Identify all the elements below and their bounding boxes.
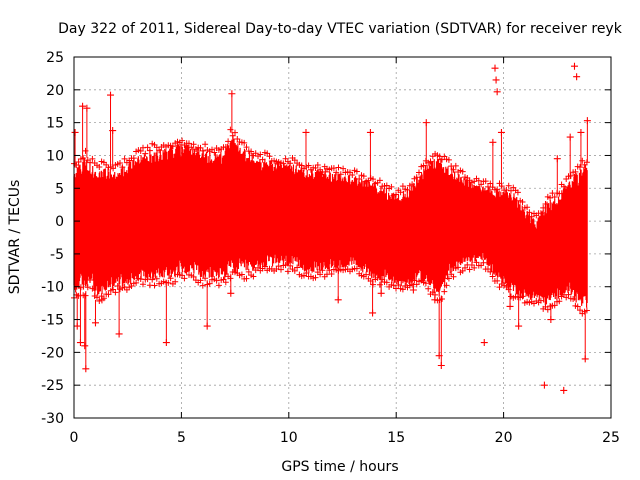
- tick-labels: 0 5 10 15 20 25 -30 -25 -20 -15 -10 -5 0 5 10 15 20 25: [41, 50, 620, 446]
- outlier-point: [497, 128, 505, 136]
- outlier-point: [431, 296, 439, 304]
- outlier-point: [227, 289, 235, 297]
- outlier-point: [409, 286, 417, 294]
- y-tick-label: -5: [50, 247, 64, 263]
- outlier-point: [82, 365, 90, 373]
- outlier-point: [583, 117, 591, 125]
- outlier-point: [377, 289, 385, 297]
- x-tick-label: 15: [387, 430, 405, 446]
- y-tick-label: 25: [46, 50, 64, 66]
- outlier-point: [321, 168, 329, 176]
- outlier-point: [577, 128, 585, 136]
- outlier-point: [91, 319, 99, 327]
- outlier-point: [334, 296, 342, 304]
- x-tick-label: 10: [280, 430, 298, 446]
- outlier-point: [83, 104, 91, 112]
- outlier-point: [369, 309, 377, 317]
- outlier-point: [109, 127, 117, 135]
- y-tick-label: 15: [46, 116, 64, 132]
- outlier-point: [493, 88, 501, 96]
- y-tick-label: -20: [41, 345, 64, 361]
- outlier-point: [506, 302, 514, 310]
- outlier-point: [566, 133, 574, 141]
- outlier-point: [162, 339, 170, 347]
- x-tick-label: 25: [602, 430, 620, 446]
- y-tick-label: 5: [55, 181, 64, 197]
- outlier-point: [492, 76, 500, 84]
- outlier-point: [71, 128, 79, 136]
- outlier-point: [540, 381, 548, 389]
- y-tick-label: 0: [55, 214, 64, 230]
- outlier-point: [570, 62, 578, 70]
- outlier-point: [480, 339, 488, 347]
- outlier-point: [203, 322, 211, 330]
- outlier-point: [115, 330, 123, 338]
- y-tick-label: -10: [41, 280, 64, 296]
- outlier-point: [76, 339, 84, 347]
- outlier-point: [491, 64, 499, 72]
- plot-frame: [73, 56, 612, 419]
- outlier-point: [366, 128, 374, 136]
- outlier-point: [81, 342, 89, 350]
- y-axis-title: SDTVAR / TECUs: [7, 180, 23, 295]
- outlier-point: [573, 73, 581, 81]
- outlier-point: [489, 138, 497, 146]
- outlier-point: [98, 296, 106, 304]
- x-tick-label: 5: [177, 430, 186, 446]
- outlier-point: [422, 119, 430, 127]
- chart-title: Day 322 of 2011, Sidereal Day-to-day VTE…: [58, 21, 623, 37]
- outlier-point: [437, 361, 445, 369]
- outlier-point: [581, 355, 589, 363]
- y-tick-label: 10: [46, 148, 64, 164]
- outlier-point: [553, 155, 561, 163]
- outlier-point: [228, 90, 236, 98]
- x-tick-label: 20: [495, 430, 513, 446]
- outlier-point: [79, 102, 87, 110]
- y-tick-label: 20: [46, 83, 64, 99]
- x-tick-label: 0: [70, 430, 79, 446]
- y-tick-label: -25: [41, 378, 64, 394]
- outlier-point: [560, 386, 568, 394]
- outlier-point: [302, 128, 310, 136]
- x-axis-title: GPS time / hours: [281, 459, 398, 475]
- outlier-point: [73, 322, 81, 330]
- axis-ticks: [73, 56, 612, 419]
- outlier-point: [515, 322, 523, 330]
- outlier-point: [107, 91, 115, 99]
- y-tick-label: -15: [41, 313, 64, 329]
- outlier-point: [547, 316, 555, 324]
- y-tick-label: -30: [41, 411, 64, 427]
